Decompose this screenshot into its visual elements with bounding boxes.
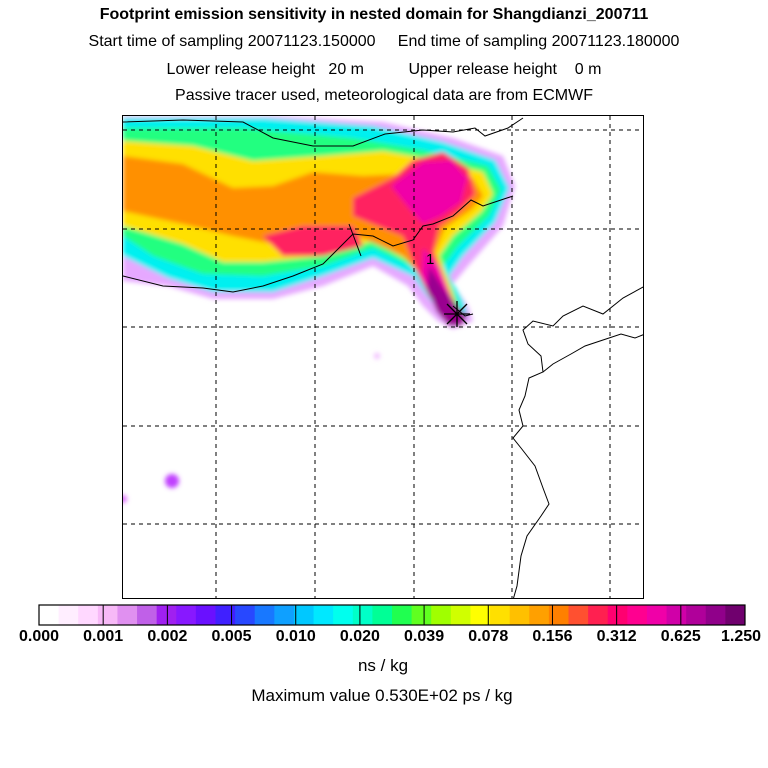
colorbar-swatch [313, 605, 334, 625]
colorbar-swatch [411, 605, 432, 625]
colorbar-swatch [97, 605, 118, 625]
colorbar-swatch [509, 605, 530, 625]
colorbar-units: ns / kg [357, 656, 409, 675]
footprint-map-svg: 1 [123, 116, 643, 598]
colorbar-border [38, 604, 746, 626]
colorbar-swatch [548, 605, 569, 625]
colorbar-swatch [392, 605, 413, 625]
colorbar-swatch [333, 605, 354, 625]
colorbar [38, 604, 746, 631]
sampling-times: Start time of sampling 20071123.150000 E… [88, 33, 680, 50]
field-level-magenta [391, 160, 467, 318]
colorbar-tick-label: 0.625 [660, 628, 701, 645]
coastline-east [512, 286, 643, 598]
plot-title: Footprint emission sensitivity in nested… [99, 6, 649, 23]
colorbar-swatch [627, 605, 648, 625]
colorbar-swatch [137, 605, 158, 625]
colorbar-tick-label: 0.000 [18, 628, 60, 645]
colorbar-swatch [274, 605, 295, 625]
colorbar-swatch [195, 605, 216, 625]
colorbar-swatch [117, 605, 138, 625]
station-label: 1 [426, 251, 434, 268]
colorbar-tick-label: 0.039 [404, 628, 445, 645]
colorbar-swatch [254, 605, 275, 625]
isolated-spot-2 [123, 495, 127, 503]
colorbar-swatch [235, 605, 256, 625]
footprint-map: 1 [122, 115, 644, 599]
colorbar-swatch [588, 605, 609, 625]
colorbar-swatch [372, 605, 393, 625]
colorbar-tick-label: 0.002 [147, 628, 188, 645]
colorbar-tick-label: 0.001 [83, 628, 124, 645]
colorbar-swatch [176, 605, 197, 625]
colorbar-tick-label: 0.005 [211, 628, 252, 645]
colorbar-swatch [470, 605, 491, 625]
maximum-value: Maximum value 0.530E+02 ps / kg [251, 686, 513, 705]
colorbar-swatch [215, 605, 236, 625]
colorbar-tick-label: 0.312 [596, 628, 637, 645]
colorbar-tick-label: 0.020 [339, 628, 380, 645]
colorbar-swatch [352, 605, 373, 625]
colorbar-swatch [705, 605, 726, 625]
isolated-spot-1 [165, 474, 179, 488]
colorbar-swatch [646, 605, 668, 625]
release-heights: Lower release height 20 m Upper release … [166, 61, 602, 78]
coastline-north [123, 117, 524, 147]
isolated-spot-3 [374, 353, 380, 359]
colorbar-swatch [431, 605, 452, 625]
sensitivity-field [123, 116, 515, 503]
colorbar-swatch [686, 605, 707, 625]
colorbar-tick-label: 0.010 [275, 628, 316, 645]
colorbar-swatch [39, 605, 60, 625]
colorbar-swatch [529, 605, 550, 625]
coastline-bohai [123, 195, 514, 293]
colorbar-tick-label: 0.156 [532, 628, 573, 645]
graticule [123, 116, 643, 598]
coastline-shandong [542, 333, 643, 373]
colorbar-swatch [568, 605, 589, 625]
colorbar-tick-label: 0.078 [468, 628, 509, 645]
colorbar-swatch [78, 605, 99, 625]
station-marker [444, 301, 470, 327]
colorbar-swatch [607, 605, 628, 625]
colorbar-swatch [156, 605, 177, 625]
tracer-info: Passive tracer used, meteorological data… [175, 87, 593, 104]
colorbar-swatch [293, 605, 315, 625]
colorbar-swatch [725, 605, 746, 625]
colorbar-swatch [58, 605, 79, 625]
colorbar-swatch [450, 605, 471, 625]
colorbar-svg [38, 604, 746, 626]
colorbar-swatch [490, 605, 511, 625]
colorbar-tick-label: 1.250 [720, 628, 762, 645]
colorbar-swatch [666, 605, 687, 625]
